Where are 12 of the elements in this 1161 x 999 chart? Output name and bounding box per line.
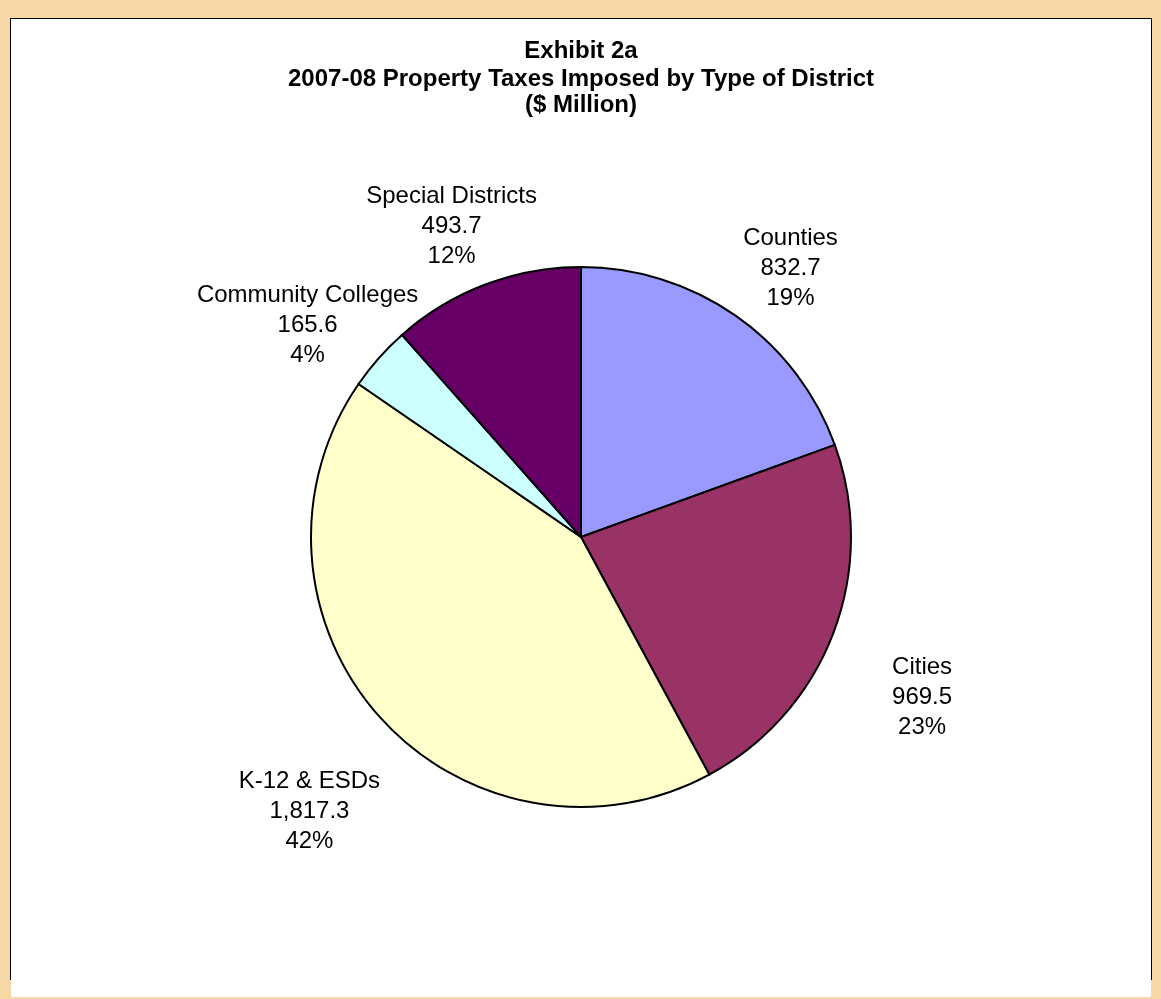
chart-subtitle: 2007-08 Property Taxes Imposed by Type of District ($ Million) bbox=[288, 64, 874, 117]
data-label: 969.5 23% bbox=[892, 681, 953, 739]
slice-label: Community Colleges bbox=[196, 280, 419, 308]
chart-title: Exhibit 2a bbox=[524, 36, 639, 63]
data-label: 165.6 4% bbox=[277, 310, 338, 368]
data-label: 1,817.3 42% bbox=[269, 795, 350, 853]
slice-label: Cities bbox=[892, 651, 953, 679]
data-label: 493.7 12% bbox=[421, 210, 482, 268]
slice-label: Counties bbox=[743, 223, 838, 251]
slice-label: K-12 & ESDs bbox=[238, 765, 381, 793]
slice-label: Special Districts bbox=[366, 180, 537, 208]
data-label: 832.7 19% bbox=[760, 253, 821, 311]
